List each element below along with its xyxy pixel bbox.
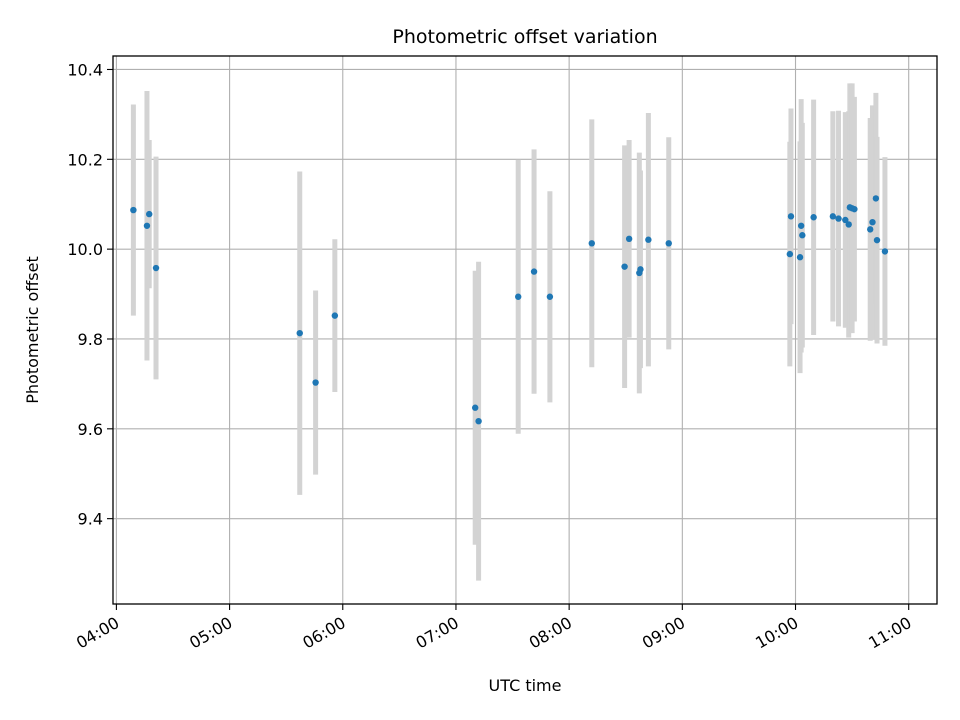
data-point xyxy=(645,236,652,243)
y-tick-label: 10.4 xyxy=(67,60,103,79)
data-point xyxy=(873,236,881,244)
y-axis: 9.4 9.6 9.8 10.0 10.2 10.4 xyxy=(67,60,113,529)
data-point xyxy=(835,215,842,222)
y-tick-label: 9.4 xyxy=(78,510,103,529)
data-point xyxy=(475,417,482,425)
data-point xyxy=(637,266,644,273)
y-tick-label: 10.2 xyxy=(67,150,103,169)
data-point xyxy=(810,214,817,221)
y-tick-label: 10.0 xyxy=(67,240,103,259)
chart-title: Photometric offset variation xyxy=(392,26,657,48)
plot-frame xyxy=(112,55,938,605)
data-point xyxy=(872,195,880,202)
data-point xyxy=(152,264,160,272)
x-axis-title: UTC time xyxy=(489,676,562,695)
y-axis-title: Photometric offset xyxy=(23,256,42,404)
y-tick-label: 9.6 xyxy=(78,420,103,439)
data-point xyxy=(312,379,319,386)
data-point xyxy=(296,329,303,337)
data-point xyxy=(796,254,804,261)
data-point xyxy=(867,226,874,233)
data-point xyxy=(851,205,858,213)
data-point xyxy=(881,248,889,255)
data-point xyxy=(665,240,672,247)
data-point xyxy=(799,232,806,239)
data-point xyxy=(621,263,628,270)
data-point xyxy=(546,293,554,300)
data-point xyxy=(143,222,151,229)
data-points xyxy=(130,195,889,425)
y-tick-label: 9.8 xyxy=(78,330,103,349)
data-point xyxy=(786,250,794,258)
data-point xyxy=(130,206,137,214)
data-point xyxy=(869,218,876,226)
data-point xyxy=(146,210,153,218)
data-point xyxy=(787,213,795,220)
data-point xyxy=(625,235,633,243)
data-point xyxy=(842,216,849,224)
data-point xyxy=(829,213,837,220)
data-point xyxy=(797,222,805,229)
data-point xyxy=(588,240,595,247)
data-point xyxy=(331,312,339,319)
data-point xyxy=(530,268,538,275)
data-point xyxy=(845,221,852,228)
data-point xyxy=(471,404,479,411)
data-point xyxy=(515,293,522,300)
